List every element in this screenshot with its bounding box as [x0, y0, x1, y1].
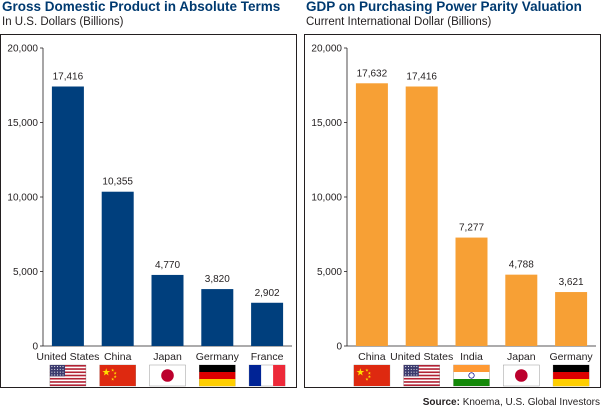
- chart-frame: [304, 34, 601, 388]
- source-label: Source:: [422, 397, 460, 408]
- bar: [505, 274, 538, 346]
- category-label: India: [460, 351, 483, 363]
- us-flag-icon: [403, 364, 440, 387]
- y-tick-label: 0: [32, 342, 38, 353]
- gdp-absolute-panel: Gross Domestic Product in Absolute Terms…: [0, 0, 300, 390]
- gdp-ppp-panel: GDP on Purchasing Power Parity Valuation…: [304, 0, 604, 390]
- germany-flag-icon: [552, 364, 590, 387]
- bar: [251, 302, 284, 346]
- us-flag-icon: [49, 364, 87, 387]
- svg-text:★: ★: [111, 377, 115, 382]
- y-tick-label: 10,000: [7, 193, 38, 204]
- india-flag-icon: [453, 364, 490, 387]
- china-flag-icon: ★ ★★★★: [99, 364, 136, 387]
- svg-text:★: ★: [368, 371, 372, 376]
- category-label: United States: [390, 351, 453, 363]
- y-tick-label: 15,000: [311, 118, 342, 129]
- category-label: France: [251, 351, 284, 363]
- bar: [201, 289, 234, 346]
- y-tick-label: 5,000: [13, 267, 38, 278]
- data-label: 4,788: [509, 260, 534, 271]
- svg-text:★: ★: [368, 374, 372, 379]
- source-text: Knoema, U.S. Global Investors: [462, 397, 600, 408]
- data-label: 17,416: [53, 72, 84, 83]
- svg-text:★: ★: [365, 377, 369, 382]
- chart-subtitle: In U.S. Dollars (Billions): [2, 16, 124, 28]
- data-label: 17,632: [357, 68, 388, 79]
- category-label: Germany: [550, 351, 594, 363]
- data-label: 3,820: [205, 274, 230, 285]
- svg-text:★: ★: [111, 368, 115, 373]
- svg-text:★: ★: [113, 374, 117, 379]
- bar: [405, 86, 438, 347]
- bar: [555, 292, 588, 346]
- category-label: Japan: [153, 351, 182, 363]
- bar: [151, 274, 184, 346]
- bar: [355, 83, 388, 346]
- svg-text:★: ★: [356, 368, 365, 379]
- chart-subtitle: Current International Dollar (Billions): [306, 16, 492, 28]
- category-label: Japan: [507, 351, 536, 363]
- bar: [51, 86, 84, 347]
- germany-flag-icon: [199, 364, 236, 387]
- source-note: Source: Knoema, U.S. Global Investors: [423, 397, 600, 408]
- data-label: 7,277: [459, 223, 484, 234]
- category-label: China: [104, 351, 132, 363]
- category-label: Germany: [196, 351, 240, 363]
- france-flag-icon: [248, 364, 286, 387]
- data-label: 17,416: [406, 72, 437, 83]
- svg-text:★: ★: [102, 368, 111, 379]
- category-label: China: [358, 351, 386, 363]
- svg-text:★: ★: [365, 368, 369, 373]
- category-label: United States: [36, 351, 99, 363]
- y-tick-label: 0: [336, 342, 342, 353]
- bar: [455, 237, 488, 346]
- china-flag-icon: ★ ★★★★: [353, 364, 391, 387]
- japan-flag-icon: [503, 364, 540, 387]
- gdp-absolute-bar-chart: 0 5,000 10,000 15,000 20,000 17,416 United Sta…: [7, 44, 292, 387]
- bar: [101, 191, 134, 346]
- y-tick-label: 20,000: [311, 44, 342, 55]
- chart-title: Gross Domestic Product in Absolute Terms: [2, 0, 281, 14]
- data-label: 10,355: [102, 177, 133, 188]
- data-label: 3,621: [559, 277, 584, 288]
- chart-frame: [0, 34, 297, 388]
- svg-text:★: ★: [113, 371, 117, 376]
- japan-flag-icon: [149, 364, 186, 387]
- y-tick-label: 15,000: [7, 118, 38, 129]
- y-tick-label: 20,000: [7, 44, 38, 55]
- data-label: 2,902: [255, 288, 280, 299]
- chart-title: GDP on Purchasing Power Parity Valuation: [306, 0, 582, 14]
- y-tick-label: 5,000: [317, 267, 342, 278]
- data-label: 4,770: [155, 260, 180, 271]
- y-tick-label: 10,000: [311, 193, 342, 204]
